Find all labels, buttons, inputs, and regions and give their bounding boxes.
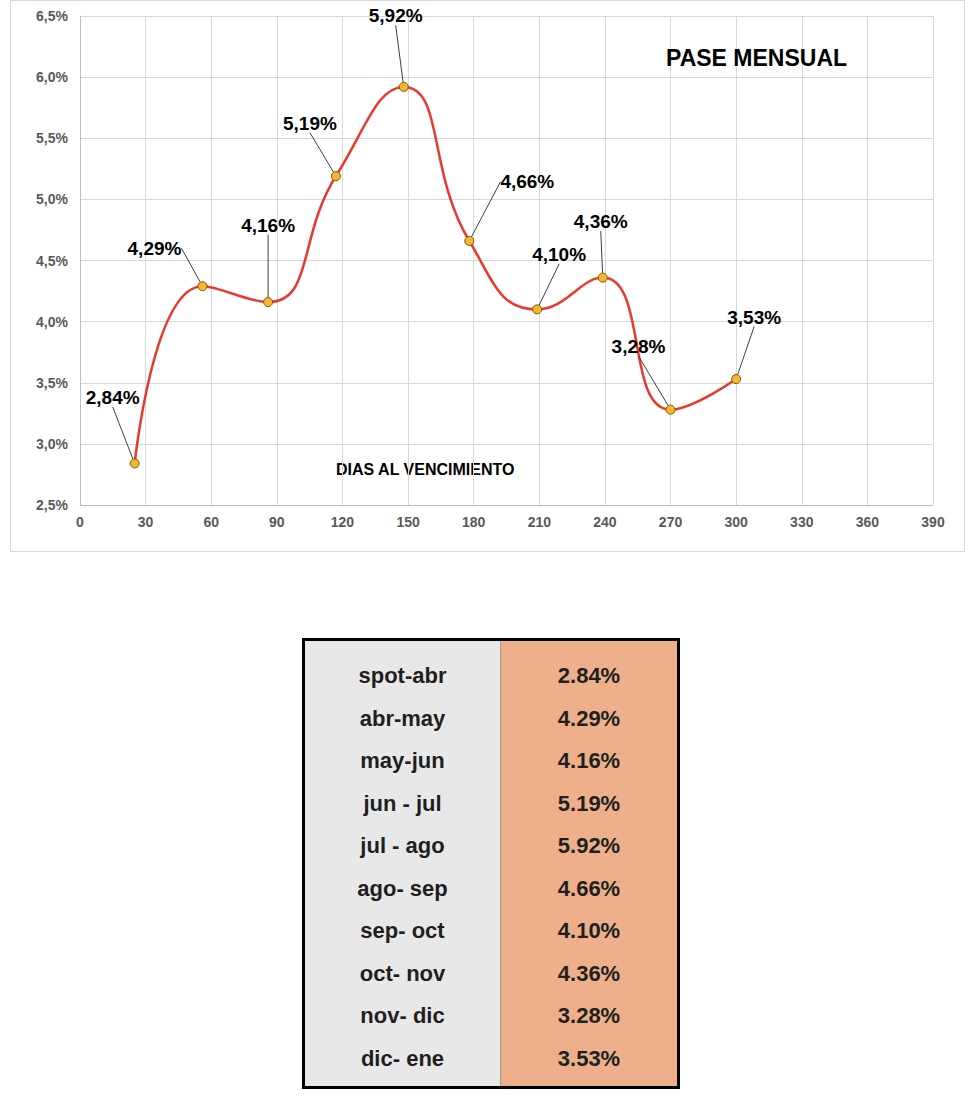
svg-text:4,0%: 4,0% (36, 314, 68, 330)
html-text:4.16%: 4.16% (557, 748, 621, 774)
svg-text:4,29%: 4,29% (128, 238, 182, 259)
html-text:5.92%: 5.92% (557, 833, 621, 859)
svg-text:6,0%: 6,0% (36, 69, 68, 85)
html-text:4.29%: 4.29% (557, 705, 621, 731)
svg-text:360: 360 (856, 514, 880, 530)
html-text:jul - ago: jul - ago (360, 833, 445, 859)
svg-text:3,0%: 3,0% (36, 436, 68, 452)
html-text:4.10%: 4.10% (557, 918, 621, 944)
html-text:5.19%: 5.19% (557, 790, 621, 816)
svg-text:0: 0 (76, 514, 84, 530)
svg-text:4,36%: 4,36% (574, 211, 628, 232)
svg-text:4,10%: 4,10% (532, 244, 586, 265)
html-text:3.53%: 3.53% (557, 1045, 621, 1071)
html-text:oct- nov: oct- nov (359, 960, 446, 986)
svg-text:5,5%: 5,5% (36, 130, 68, 146)
html-text:3.28%: 3.28% (557, 1003, 621, 1029)
svg-text:6,5%: 6,5% (36, 8, 68, 24)
svg-text:4,66%: 4,66% (500, 171, 554, 192)
svg-text:5,92%: 5,92% (369, 5, 423, 26)
html-text:4.36%: 4.36% (557, 960, 621, 986)
svg-text:5,0%: 5,0% (36, 191, 68, 207)
svg-text:3,28%: 3,28% (612, 336, 666, 357)
html-text:ago- sep: ago- sep (357, 875, 448, 901)
html-text:4.66%: 4.66% (557, 875, 621, 901)
svg-text:240: 240 (593, 514, 617, 530)
svg-text:4,5%: 4,5% (36, 253, 68, 269)
svg-text:2,84%: 2,84% (86, 387, 140, 408)
svg-text:DIAS AL VENCIMIENTO: DIAS AL VENCIMIENTO (336, 461, 514, 478)
svg-text:30: 30 (138, 514, 154, 530)
html-text:dic- ene: dic- ene (360, 1045, 445, 1071)
svg-text:90: 90 (269, 514, 285, 530)
svg-text:5,19%: 5,19% (283, 113, 337, 134)
svg-text:120: 120 (331, 514, 355, 530)
svg-text:4,16%: 4,16% (241, 215, 295, 236)
html-text:jun - jul: jun - jul (363, 790, 442, 816)
svg-text:210: 210 (528, 514, 552, 530)
html-text:spot-abr: spot-abr (358, 663, 447, 689)
svg-text:3,53%: 3,53% (727, 307, 781, 328)
svg-text:330: 330 (790, 514, 814, 530)
svg-text:180: 180 (462, 514, 486, 530)
svg-text:60: 60 (203, 514, 219, 530)
html-text:abr-may: abr-may (359, 705, 446, 731)
svg-text:390: 390 (921, 514, 945, 530)
html-text:2.84%: 2.84% (557, 663, 621, 689)
svg-text:270: 270 (659, 514, 683, 530)
svg-text:2,5%: 2,5% (36, 497, 68, 513)
svg-text:300: 300 (724, 514, 748, 530)
html-text:sep- oct: sep- oct (360, 918, 445, 944)
html-text:may-jun: may-jun (360, 748, 445, 774)
svg-text:PASE MENSUAL: PASE MENSUAL (666, 45, 847, 71)
svg-text:3,5%: 3,5% (36, 375, 68, 391)
svg-text:150: 150 (396, 514, 420, 530)
html-text:nov- dic: nov- dic (360, 1003, 445, 1029)
